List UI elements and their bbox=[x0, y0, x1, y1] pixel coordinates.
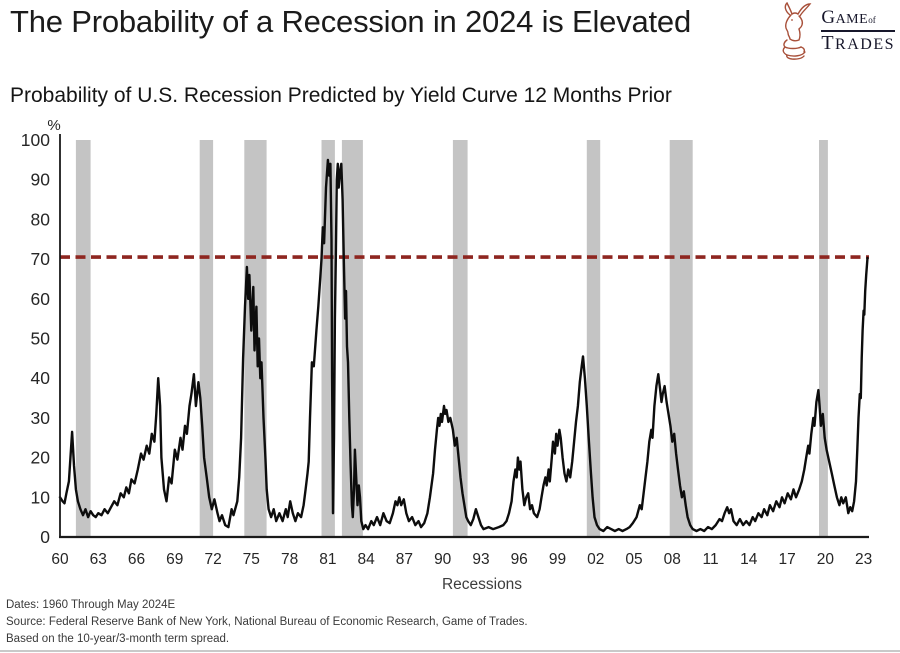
logo-wordmark-line2: TRADES bbox=[821, 29, 895, 54]
probability-line bbox=[58, 158, 869, 533]
x-tick-label: 20 bbox=[817, 551, 835, 568]
footnote-source: Source: Federal Reserve Bank of New York… bbox=[6, 616, 528, 628]
x-tick-label: 05 bbox=[625, 551, 642, 568]
x-tick-label: 93 bbox=[472, 551, 489, 568]
x-tick-label: 63 bbox=[90, 551, 107, 568]
recessions-swatch-icon bbox=[422, 579, 435, 592]
y-tick-label: 10 bbox=[31, 487, 51, 507]
y-tick-label: 40 bbox=[31, 368, 51, 388]
logo-wordmark: GAMEof TRADES bbox=[821, 8, 895, 54]
x-tick-label: 66 bbox=[128, 551, 145, 568]
y-tick-label: 0 bbox=[40, 527, 50, 547]
y-tick-label: 90 bbox=[31, 170, 51, 190]
x-tick-label: 90 bbox=[434, 551, 452, 568]
chart-subtitle: Probability of U.S. Recession Predicted … bbox=[10, 84, 672, 107]
footnote-method: Based on the 10-year/3-month term spread… bbox=[6, 633, 230, 645]
recession-band bbox=[669, 140, 693, 537]
x-tick-label: 17 bbox=[778, 551, 795, 568]
x-tick-label: 99 bbox=[549, 551, 566, 568]
y-tick-label: 70 bbox=[31, 249, 51, 269]
x-tick-label: 23 bbox=[855, 551, 872, 568]
logo-wordmark-line1: GAMEof bbox=[821, 7, 876, 29]
x-tick-label: 60 bbox=[51, 551, 69, 568]
x-tick-label: 84 bbox=[357, 551, 375, 568]
x-tick-label: 72 bbox=[204, 551, 221, 568]
y-tick-label: 100 bbox=[21, 130, 50, 150]
y-tick-label: 80 bbox=[31, 209, 51, 229]
recession-band bbox=[819, 140, 828, 537]
x-tick-label: 96 bbox=[511, 551, 528, 568]
page-title: The Probability of a Recession in 2024 i… bbox=[10, 4, 692, 39]
y-tick-label: 50 bbox=[31, 329, 51, 349]
bull-icon bbox=[782, 2, 812, 60]
recession-band bbox=[341, 140, 363, 537]
y-tick-label: 30 bbox=[31, 408, 51, 428]
x-tick-label: 14 bbox=[740, 551, 758, 568]
x-tick-label: 78 bbox=[281, 551, 298, 568]
y-axis-unit-label: % bbox=[47, 117, 60, 134]
footnote-dates: Dates: 1960 Through May 2024E bbox=[6, 599, 176, 611]
legend-label: Recessions bbox=[441, 576, 523, 593]
x-tick-label: 69 bbox=[166, 551, 183, 568]
x-tick-label: 81 bbox=[319, 551, 336, 568]
y-tick-label: 60 bbox=[31, 289, 51, 309]
x-tick-label: 08 bbox=[664, 551, 681, 568]
chart-legend: Recessions bbox=[0, 576, 900, 594]
game-of-trades-logo: GAMEof TRADES bbox=[776, 2, 895, 60]
recession-band bbox=[75, 140, 91, 537]
bottom-divider bbox=[0, 650, 900, 652]
chart-footnotes: Dates: 1960 Through May 2024E Source: Fe… bbox=[6, 597, 528, 648]
x-tick-label: 87 bbox=[396, 551, 413, 568]
x-tick-label: 02 bbox=[587, 551, 604, 568]
recession-band bbox=[586, 140, 601, 537]
x-tick-label: 75 bbox=[243, 551, 260, 568]
y-tick-label: 20 bbox=[31, 448, 51, 468]
x-tick-label: 11 bbox=[703, 551, 719, 568]
